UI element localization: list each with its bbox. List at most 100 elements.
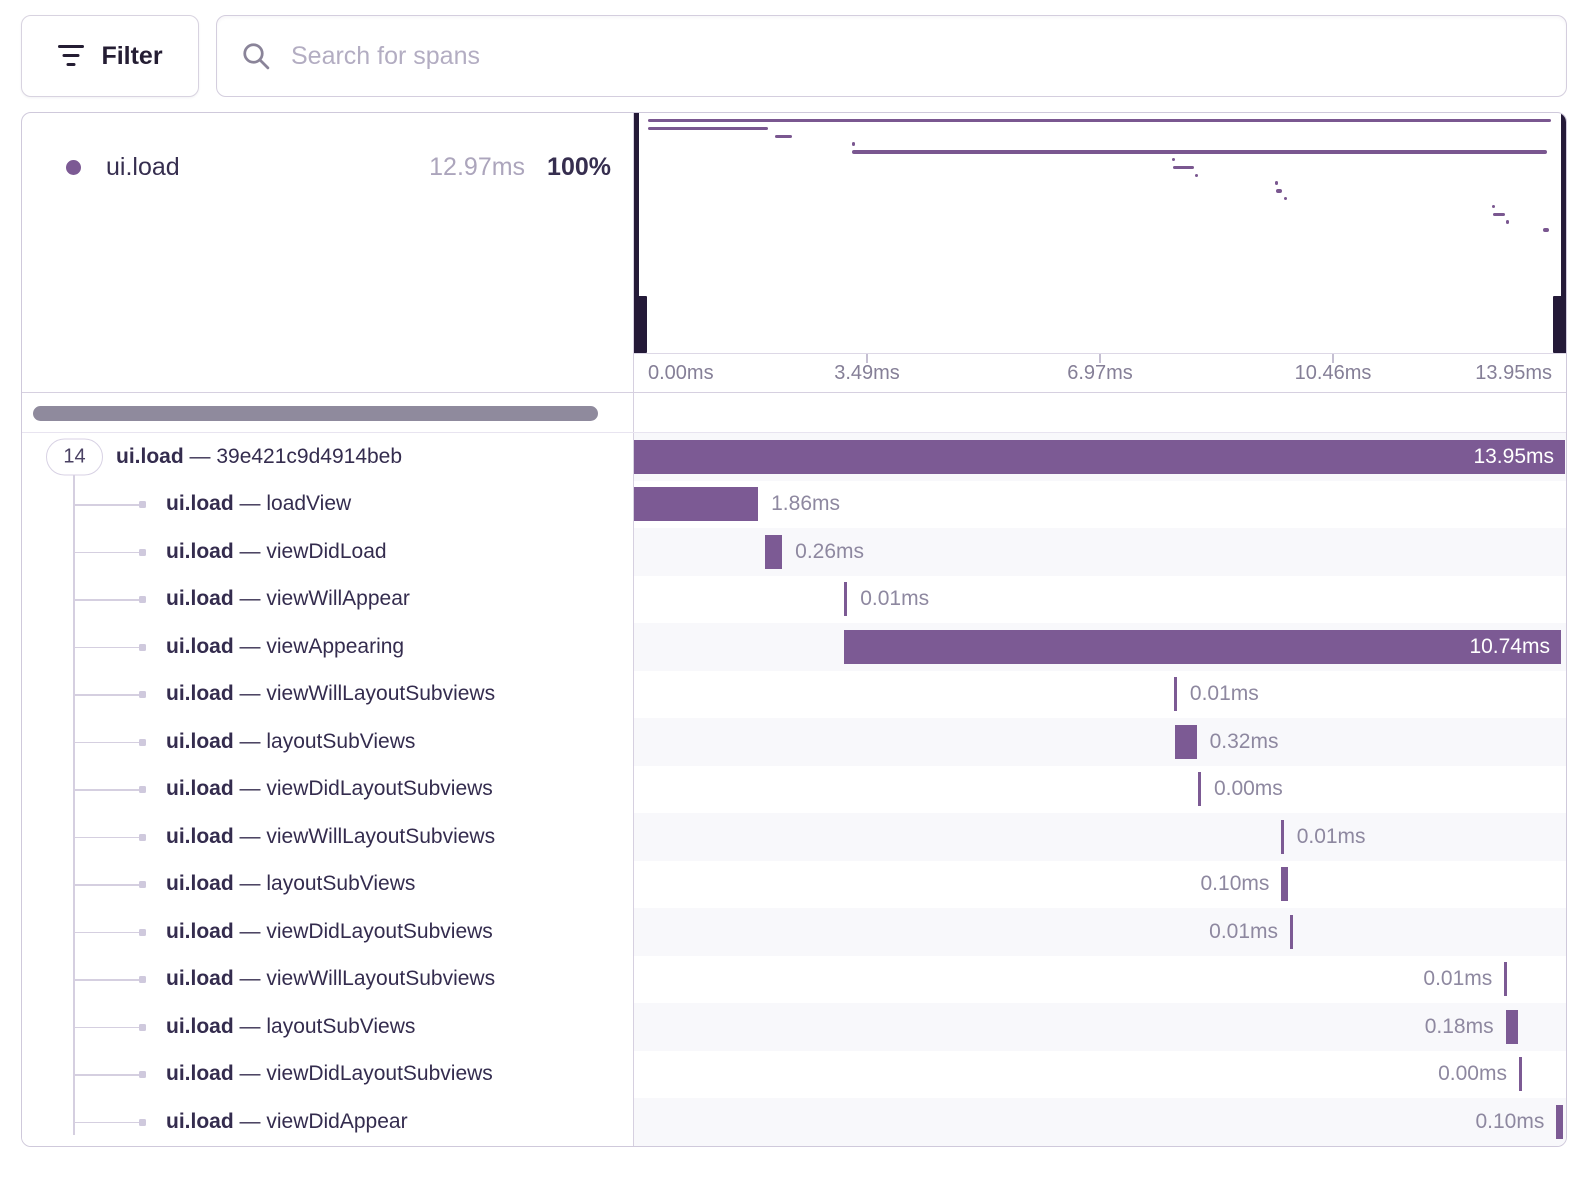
span-description: viewDidLayoutSubviews	[266, 777, 493, 801]
span-op: ui.load	[166, 587, 234, 611]
tree-connector	[73, 929, 146, 935]
span-duration-bar[interactable]	[634, 487, 759, 522]
span-tree-cell[interactable]: ui.load — loadView	[22, 480, 634, 528]
span-tree-cell[interactable]: ui.load — viewWillLayoutSubviews	[22, 670, 634, 718]
span-duration-bar[interactable]: 13.95ms	[634, 439, 1565, 474]
span-duration-bar[interactable]	[1197, 772, 1201, 807]
span-duration-bar[interactable]	[1505, 1009, 1518, 1044]
span-row[interactable]: ui.load — viewWillLayoutSubviews 0.01ms	[22, 955, 1566, 1004]
span-label: ui.load — viewWillLayoutSubviews	[166, 967, 496, 991]
span-timeline-cell[interactable]: 0.01ms	[634, 908, 1566, 956]
span-description: layoutSubViews	[266, 1014, 416, 1038]
span-row[interactable]: ui.load — layoutSubViews 0.32ms	[22, 718, 1566, 766]
span-duration-bar[interactable]	[1290, 914, 1294, 949]
span-label: ui.load — viewDidLoad	[166, 539, 387, 563]
span-row[interactable]: ui.load — layoutSubViews 0.18ms	[22, 1003, 1566, 1051]
span-duration-bar[interactable]	[844, 582, 848, 617]
span-duration-bar[interactable]	[1281, 867, 1289, 902]
span-timeline-cell[interactable]: 0.00ms	[634, 1051, 1566, 1099]
search-input[interactable]	[291, 41, 1542, 71]
search-box[interactable]	[216, 15, 1567, 97]
span-tree-cell[interactable]: ui.load — viewWillLayoutSubviews	[22, 955, 634, 1003]
span-rows: 14 ui.load — 39e421c9d4914beb 13.95ms ui.lo…	[22, 433, 1566, 1146]
span-tree-cell[interactable]: 14 ui.load — 39e421c9d4914beb	[22, 433, 634, 481]
span-op: ui.load	[166, 872, 234, 896]
span-duration-label: 0.32ms	[1209, 729, 1279, 753]
axis-tick-label: 13.95ms	[1475, 362, 1552, 384]
span-duration-bar[interactable]	[764, 534, 783, 569]
span-tree-cell[interactable]: ui.load — viewDidAppear	[22, 1098, 634, 1146]
toolbar: Filter	[0, 0, 1588, 97]
span-op: ui.load	[166, 1062, 234, 1086]
span-tree-cell[interactable]: ui.load — viewDidLayoutSubviews	[22, 765, 634, 813]
span-tree-cell[interactable]: ui.load — viewAppearing	[22, 623, 634, 671]
minimap-span-bar	[1194, 173, 1198, 177]
span-timeline-cell[interactable]: 0.26ms	[634, 528, 1566, 576]
span-tree-cell[interactable]: ui.load — layoutSubViews	[22, 718, 634, 766]
span-timeline-cell[interactable]: 1.86ms	[634, 481, 1566, 529]
minimap-span-bar	[774, 134, 792, 138]
span-label: ui.load — layoutSubViews	[166, 729, 416, 753]
axis-tick-label: 3.49ms	[834, 362, 900, 384]
span-tree-cell[interactable]: ui.load — viewDidLayoutSubviews	[22, 908, 634, 956]
tree-connector	[73, 834, 146, 840]
span-duration-bar[interactable]	[1175, 724, 1197, 759]
span-timeline-cell[interactable]: 0.10ms	[634, 861, 1566, 909]
scrollbar-row-spacer	[634, 393, 1566, 432]
span-timeline-cell[interactable]: 13.95ms	[634, 433, 1566, 481]
span-row[interactable]: 14 ui.load — 39e421c9d4914beb 13.95ms	[22, 433, 1566, 481]
span-duration-bar[interactable]	[1173, 677, 1177, 712]
trace-minimap[interactable]	[634, 113, 1566, 353]
span-tree-cell[interactable]: ui.load — viewDidLoad	[22, 528, 634, 576]
span-description: 39e421c9d4914beb	[216, 444, 403, 468]
minimap-span-bar	[648, 119, 1551, 123]
span-timeline-cell[interactable]: 0.18ms	[634, 1003, 1566, 1051]
span-timeline-cell[interactable]: 0.01ms	[634, 576, 1566, 624]
span-row[interactable]: ui.load — layoutSubViews 0.10ms	[22, 860, 1566, 909]
span-row[interactable]: ui.load — viewDidAppear 0.10ms	[22, 1098, 1566, 1146]
span-timeline-cell[interactable]: 0.01ms	[634, 813, 1566, 861]
legend-duration: 12.97ms	[429, 153, 526, 181]
span-row[interactable]: ui.load — viewWillLayoutSubviews 0.01ms	[22, 670, 1566, 719]
span-tree-cell[interactable]: ui.load — viewWillLayoutSubviews	[22, 813, 634, 861]
span-label: ui.load — viewDidAppear	[166, 1109, 408, 1133]
span-row[interactable]: ui.load — viewWillLayoutSubviews 0.01ms	[22, 813, 1566, 861]
span-duration-bar[interactable]	[1504, 962, 1508, 997]
span-row[interactable]: ui.load — loadView 1.86ms	[22, 480, 1566, 529]
span-row[interactable]: ui.load — viewDidLayoutSubviews 0.00ms	[22, 765, 1566, 814]
span-count-badge[interactable]: 14	[46, 438, 103, 476]
span-row[interactable]: ui.load — viewDidLayoutSubviews 0.00ms	[22, 1050, 1566, 1099]
minimap-left-handle[interactable]	[634, 113, 647, 353]
span-row[interactable]: ui.load — viewWillAppear 0.01ms	[22, 575, 1566, 624]
span-op: ui.load	[166, 967, 234, 991]
minimap-span-bar	[851, 142, 855, 146]
span-timeline-cell[interactable]: 0.32ms	[634, 718, 1566, 766]
tree-connector	[73, 882, 146, 888]
span-row[interactable]: ui.load — viewDidLoad 0.26ms	[22, 528, 1566, 576]
span-timeline-cell[interactable]: 0.10ms	[634, 1098, 1566, 1146]
span-timeline-cell[interactable]: 0.01ms	[634, 671, 1566, 719]
horizontal-scrollbar[interactable]	[33, 406, 598, 421]
legend-row[interactable]: ui.load 12.97ms 100%	[66, 153, 613, 182]
filter-button[interactable]: Filter	[21, 15, 199, 97]
span-timeline-cell[interactable]: 10.74ms	[634, 623, 1566, 671]
span-tree-cell[interactable]: ui.load — layoutSubViews	[22, 1003, 634, 1051]
span-timeline-cell[interactable]: 0.01ms	[634, 956, 1566, 1004]
span-tree-cell[interactable]: ui.load — layoutSubViews	[22, 860, 634, 908]
span-label: ui.load — loadView	[166, 492, 352, 516]
span-timeline-cell[interactable]: 0.00ms	[634, 766, 1566, 814]
span-op: ui.load	[166, 539, 234, 563]
minimap-right-handle[interactable]	[1553, 113, 1566, 353]
span-row[interactable]: ui.load — viewAppearing 10.74ms	[22, 623, 1566, 671]
span-tree-cell[interactable]: ui.load — viewDidLayoutSubviews	[22, 1050, 634, 1098]
span-duration-bar[interactable]: 10.74ms	[844, 629, 1561, 664]
scrollbar-track	[22, 393, 634, 432]
span-duration-bar[interactable]	[1280, 819, 1284, 854]
span-duration-bar[interactable]	[1518, 1057, 1522, 1092]
span-duration-bar[interactable]	[1556, 1104, 1563, 1139]
tree-connector	[73, 787, 146, 793]
span-description: layoutSubViews	[266, 872, 416, 896]
span-op: ui.load	[166, 682, 234, 706]
span-tree-cell[interactable]: ui.load — viewWillAppear	[22, 575, 634, 623]
span-row[interactable]: ui.load — viewDidLayoutSubviews 0.01ms	[22, 908, 1566, 956]
